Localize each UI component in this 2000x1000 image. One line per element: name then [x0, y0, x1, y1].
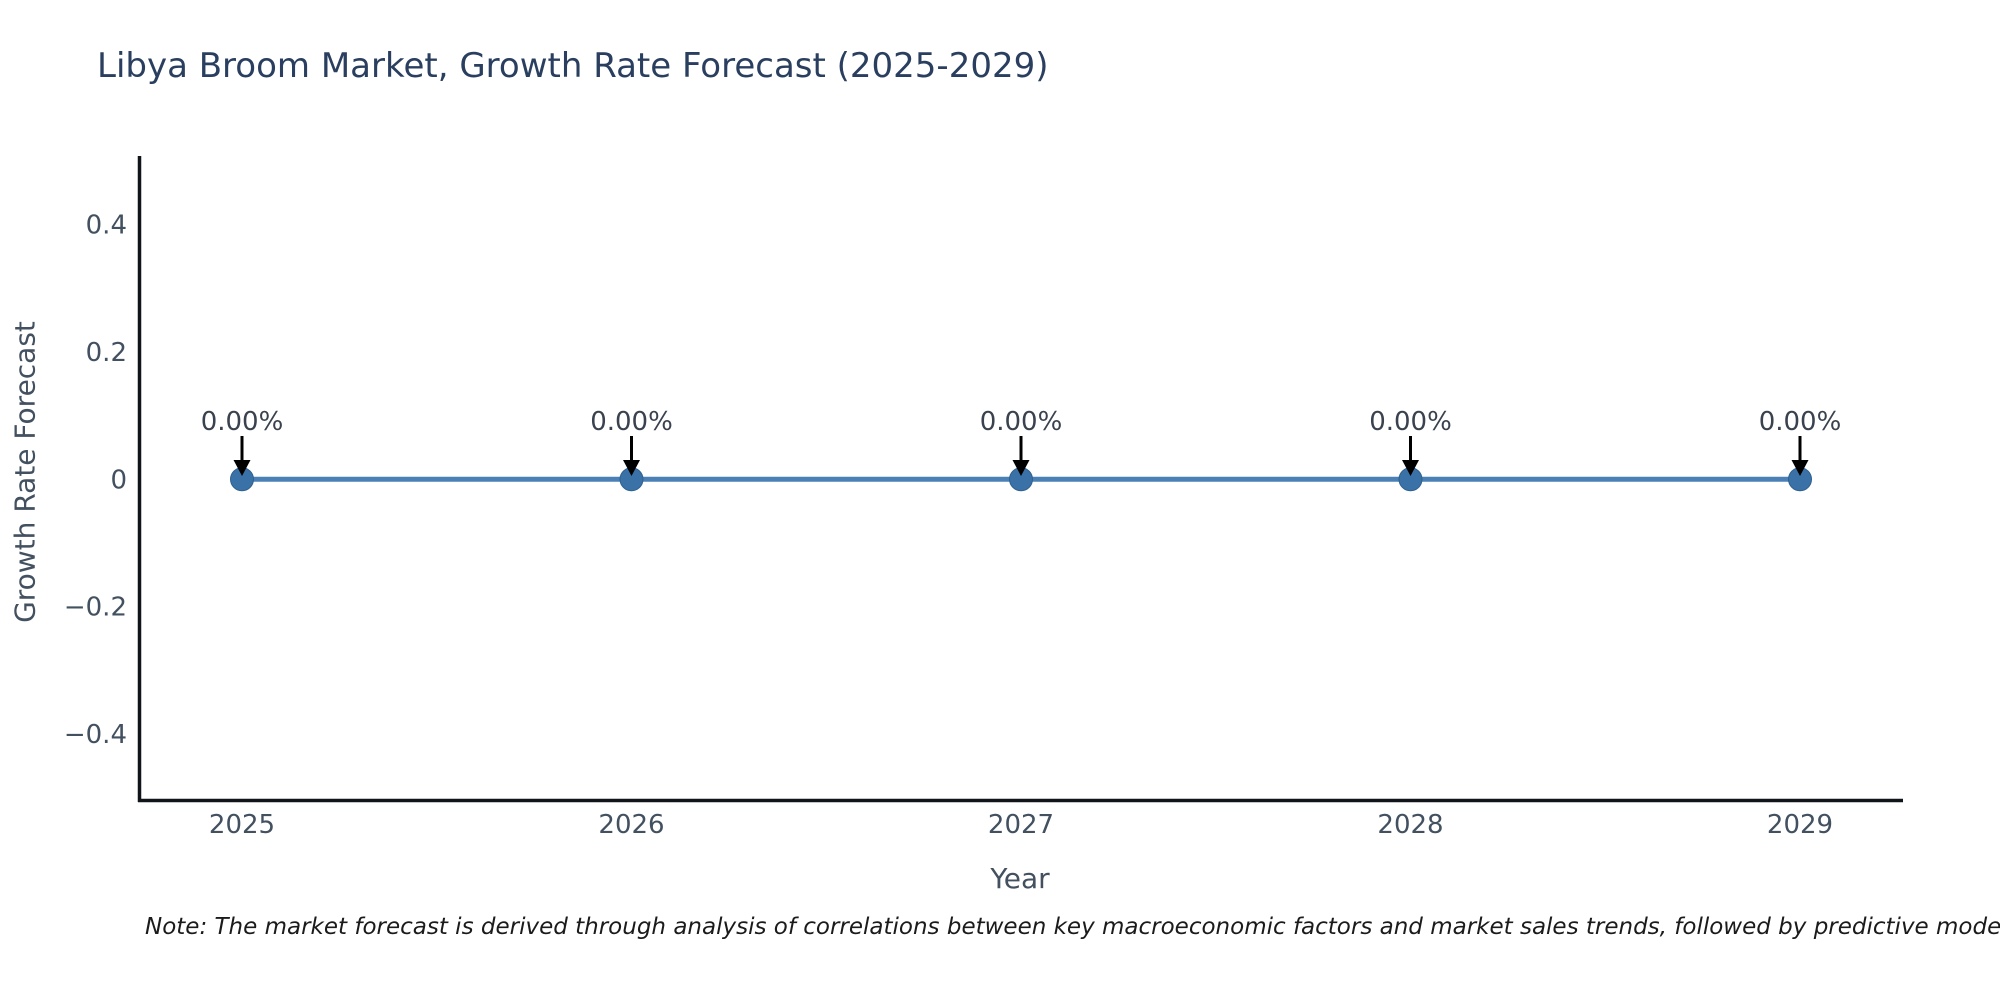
point-annotation-label: 0.00% [1759, 407, 1842, 437]
y-tick-label: 0 [110, 465, 127, 495]
x-tick-label: 2026 [598, 810, 664, 840]
y-tick-label: −0.4 [64, 720, 127, 750]
chart-title: Libya Broom Market, Growth Rate Forecast… [97, 46, 1049, 86]
footnote: Note: The market forecast is derived thr… [145, 914, 2000, 940]
annotation-arrow-head [1402, 460, 1419, 476]
y-tick-label: 0.2 [86, 338, 127, 368]
annotation-arrow-head [623, 460, 640, 476]
annotation-arrow-head [1791, 460, 1809, 476]
point-annotation-label: 0.00% [980, 407, 1063, 437]
y-tick-label: −0.2 [64, 593, 127, 623]
point-annotation-label: 0.00% [590, 407, 673, 437]
x-tick-label: 2029 [1767, 810, 1833, 840]
point-annotation-label: 0.00% [1369, 407, 1452, 437]
x-axis-title: Year [990, 862, 1050, 895]
annotation-arrow-head [1012, 460, 1030, 476]
point-annotation-label: 0.00% [201, 407, 284, 437]
x-tick-label: 2025 [209, 810, 275, 840]
y-tick-label: 0.4 [86, 210, 127, 240]
annotation-arrow-head [233, 460, 251, 476]
x-tick-label: 2027 [988, 810, 1054, 840]
x-tick-label: 2028 [1377, 810, 1443, 840]
